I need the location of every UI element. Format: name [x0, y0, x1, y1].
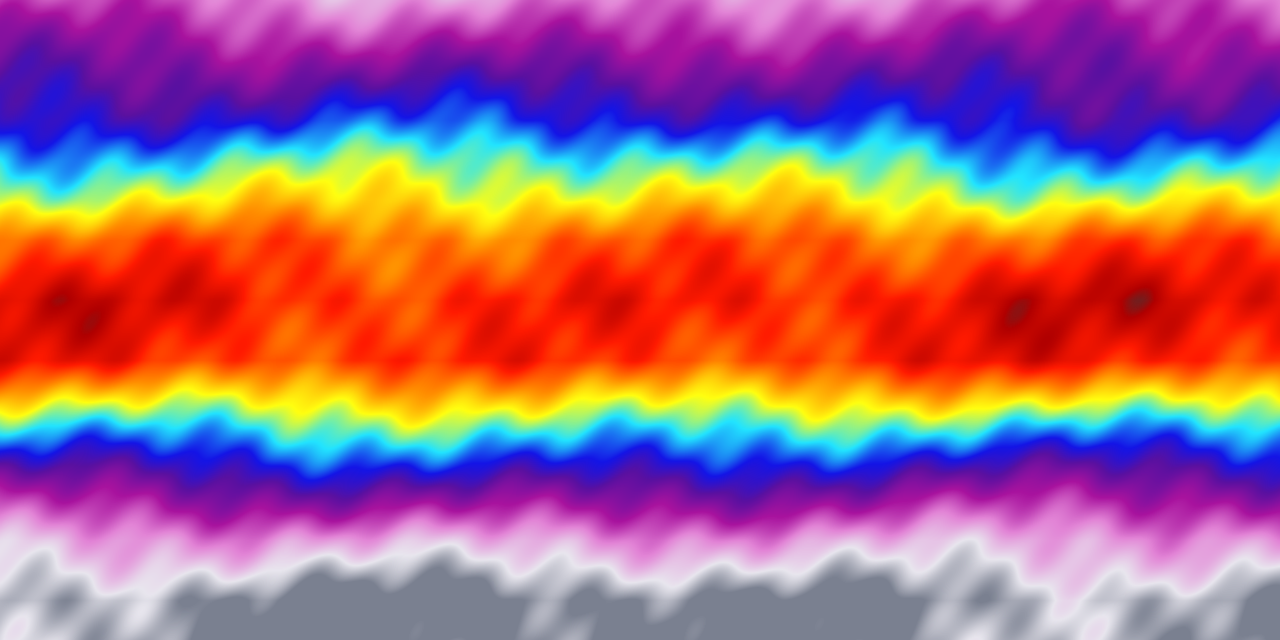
temperature-map [0, 0, 1280, 640]
